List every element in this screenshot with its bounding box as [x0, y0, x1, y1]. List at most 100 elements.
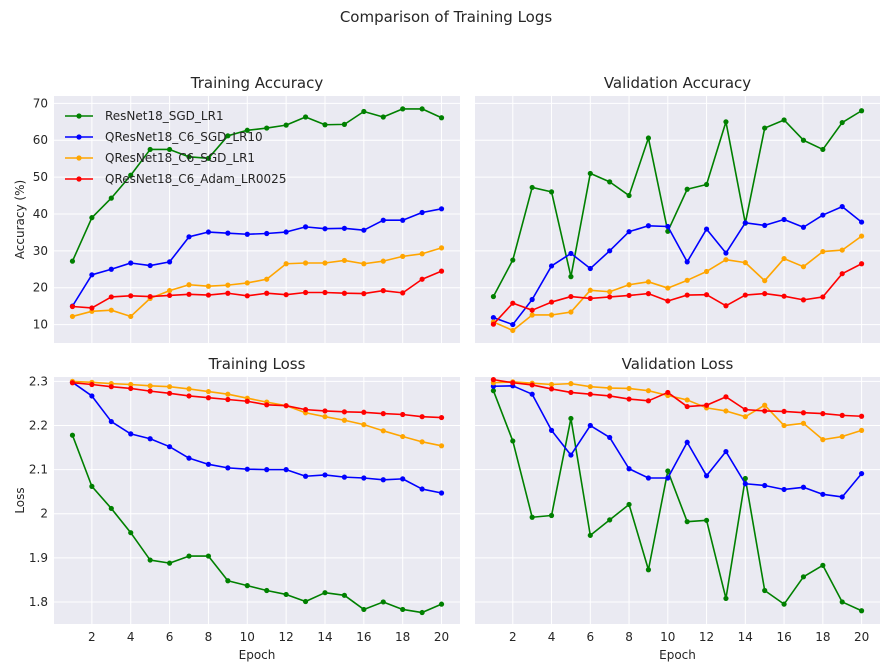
data-point-qresnet18-c6-adam-lr0025 [781, 408, 787, 415]
data-point-qresnet18-c6-adam-lr0025 [858, 413, 865, 419]
panel-title: Validation Loss [622, 355, 734, 373]
data-point-qresnet18-c6-adam-lr0025 [587, 295, 593, 301]
data-point-resnet18-sgd-lr1 [839, 119, 845, 126]
data-point-resnet18-sgd-lr1 [264, 125, 270, 131]
panel-title: Training Loss [208, 355, 306, 373]
legend-swatch-marker [76, 113, 82, 119]
data-point-qresnet18-c6-sgd-lr1 [839, 433, 845, 440]
data-point-qresnet18-c6-sgd-lr10 [607, 248, 613, 254]
data-point-qresnet18-c6-sgd-lr1 [858, 427, 865, 433]
series-line-qresnet18-c6-sgd-lr1 [72, 247, 442, 318]
y-tick-label: 1.9 [29, 551, 48, 565]
data-point-resnet18-sgd-lr1 [264, 587, 270, 594]
data-point-qresnet18-c6-sgd-lr1 [108, 307, 114, 313]
data-point-qresnet18-c6-sgd-lr1 [529, 312, 535, 318]
data-point-qresnet18-c6-adam-lr0025 [607, 294, 613, 300]
data-point-qresnet18-c6-sgd-lr1 [510, 327, 516, 334]
data-point-qresnet18-c6-sgd-lr1 [400, 433, 406, 440]
data-point-qresnet18-c6-sgd-lr1 [626, 385, 632, 392]
data-point-resnet18-sgd-lr1 [510, 438, 516, 444]
data-point-qresnet18-c6-sgd-lr10 [108, 418, 114, 425]
legend-label: QResNet18_C6_SGD_LR10 [105, 130, 263, 144]
data-point-resnet18-sgd-lr1 [820, 146, 826, 153]
data-point-qresnet18-c6-sgd-lr1 [438, 443, 445, 449]
data-point-qresnet18-c6-sgd-lr1 [186, 282, 192, 288]
plot-area [475, 96, 880, 343]
data-point-resnet18-sgd-lr1 [490, 293, 497, 300]
data-point-qresnet18-c6-adam-lr0025 [490, 377, 497, 383]
data-point-resnet18-sgd-lr1 [89, 215, 95, 221]
data-point-resnet18-sgd-lr1 [548, 512, 555, 519]
data-point-resnet18-sgd-lr1 [587, 532, 593, 538]
data-point-resnet18-sgd-lr1 [781, 117, 787, 123]
data-point-qresnet18-c6-sgd-lr10 [264, 230, 270, 237]
data-point-qresnet18-c6-sgd-lr10 [400, 217, 406, 223]
data-point-qresnet18-c6-sgd-lr10 [147, 436, 153, 442]
data-point-qresnet18-c6-sgd-lr10 [781, 216, 787, 223]
panel-4: 2 4 6 8 10 12 14 16 18 20 Validation Loss Epoch [475, 355, 880, 662]
data-point-resnet18-sgd-lr1 [490, 388, 497, 394]
data-point-qresnet18-c6-sgd-lr10 [205, 229, 212, 235]
data-point-qresnet18-c6-adam-lr0025 [703, 292, 710, 298]
data-point-resnet18-sgd-lr1 [839, 599, 845, 605]
data-point-qresnet18-c6-adam-lr0025 [108, 294, 114, 300]
data-point-qresnet18-c6-adam-lr0025 [108, 384, 114, 390]
data-point-qresnet18-c6-sgd-lr1 [548, 381, 555, 388]
data-point-resnet18-sgd-lr1 [302, 114, 309, 120]
data-point-resnet18-sgd-lr1 [244, 127, 250, 133]
data-point-qresnet18-c6-sgd-lr10 [128, 260, 134, 266]
data-point-qresnet18-c6-sgd-lr1 [244, 280, 250, 286]
data-point-qresnet18-c6-sgd-lr1 [607, 289, 613, 295]
panel-title: Training Accuracy [190, 74, 324, 92]
data-point-qresnet18-c6-adam-lr0025 [529, 382, 535, 388]
data-point-qresnet18-c6-sgd-lr1 [341, 417, 348, 423]
data-point-resnet18-sgd-lr1 [166, 146, 173, 153]
data-point-qresnet18-c6-sgd-lr1 [684, 397, 690, 403]
data-point-qresnet18-c6-adam-lr0025 [762, 408, 768, 414]
data-point-qresnet18-c6-sgd-lr1 [607, 385, 613, 391]
data-point-qresnet18-c6-adam-lr0025 [341, 290, 348, 296]
data-point-qresnet18-c6-sgd-lr10 [839, 494, 845, 500]
data-point-resnet18-sgd-lr1 [645, 135, 652, 141]
panel-2: Validation Accuracy [475, 74, 880, 343]
data-point-qresnet18-c6-sgd-lr1 [568, 381, 574, 387]
data-point-qresnet18-c6-adam-lr0025 [510, 380, 516, 386]
legend: ResNet18_SGD_LR1 QResNet18_C6_SGD_LR10 QRe… [65, 109, 286, 186]
data-point-qresnet18-c6-sgd-lr10 [361, 227, 367, 233]
data-point-qresnet18-c6-sgd-lr1 [548, 312, 555, 318]
data-point-resnet18-sgd-lr1 [341, 121, 348, 127]
data-point-qresnet18-c6-adam-lr0025 [568, 389, 574, 396]
data-point-qresnet18-c6-sgd-lr10 [438, 490, 445, 496]
data-point-qresnet18-c6-sgd-lr1 [665, 285, 671, 291]
data-point-qresnet18-c6-sgd-lr10 [419, 209, 425, 216]
data-point-qresnet18-c6-sgd-lr1 [341, 257, 348, 264]
data-point-qresnet18-c6-sgd-lr10 [166, 259, 173, 265]
series-line-qresnet18-c6-adam-lr0025 [493, 378, 862, 418]
data-point-qresnet18-c6-sgd-lr10 [205, 461, 212, 467]
data-point-qresnet18-c6-sgd-lr10 [858, 219, 865, 225]
data-point-qresnet18-c6-sgd-lr1 [781, 422, 787, 429]
data-point-resnet18-sgd-lr1 [684, 519, 690, 525]
data-point-resnet18-sgd-lr1 [723, 119, 729, 125]
data-point-qresnet18-c6-adam-lr0025 [147, 293, 153, 300]
panels: 10 20 30 40 50 60 70 Training Accuracy Accuracy … [13, 74, 880, 662]
data-point-qresnet18-c6-adam-lr0025 [419, 414, 425, 420]
data-point-qresnet18-c6-sgd-lr10 [302, 473, 309, 479]
data-point-qresnet18-c6-adam-lr0025 [244, 398, 250, 404]
data-point-resnet18-sgd-lr1 [762, 125, 768, 131]
data-point-qresnet18-c6-sgd-lr1 [800, 420, 807, 426]
data-point-qresnet18-c6-sgd-lr1 [438, 245, 445, 251]
data-point-qresnet18-c6-adam-lr0025 [419, 276, 425, 282]
series-line-qresnet18-c6-adam-lr0025 [492, 263, 862, 325]
data-point-qresnet18-c6-adam-lr0025 [205, 292, 212, 298]
data-point-resnet18-sgd-lr1 [89, 483, 95, 489]
data-point-qresnet18-c6-sgd-lr10 [438, 206, 445, 212]
data-point-qresnet18-c6-sgd-lr10 [626, 229, 632, 235]
data-point-qresnet18-c6-adam-lr0025 [510, 300, 516, 306]
data-point-qresnet18-c6-adam-lr0025 [820, 294, 826, 300]
data-point-qresnet18-c6-sgd-lr1 [302, 260, 309, 266]
data-point-resnet18-sgd-lr1 [166, 560, 173, 566]
data-point-resnet18-sgd-lr1 [858, 108, 865, 114]
data-point-qresnet18-c6-adam-lr0025 [89, 381, 95, 388]
data-point-qresnet18-c6-sgd-lr1 [742, 414, 748, 420]
